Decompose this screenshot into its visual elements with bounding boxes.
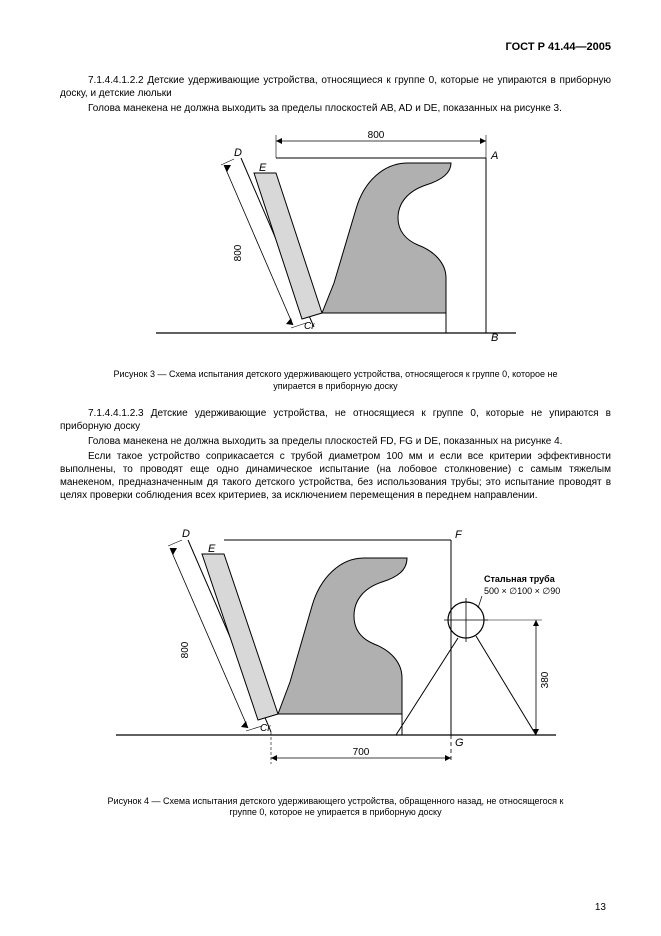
para-head-note-2: Голова манекена не должна выходить за пр… — [60, 435, 611, 448]
fig3-label-D: D — [234, 147, 242, 159]
fig3-label-B: B — [491, 332, 498, 344]
figure-4-caption: Рисунок 4 — Схема испытания детского уде… — [100, 796, 571, 819]
fig4-label-Cr: Cr — [260, 723, 271, 734]
figure-4: Стальная труба 500 × ∅100 × ∅90 800 700 … — [106, 510, 566, 790]
figure-3-wrap: 800 800 A B D E Cr — [60, 123, 611, 363]
para-head-note-1: Голова манекена не должна выходить за пр… — [60, 102, 611, 115]
doc-header: ГОСТ Р 41.44—2005 — [60, 40, 611, 54]
fig3-label-Cr: Cr — [304, 321, 315, 332]
fig4-dim-bottom: 700 — [352, 747, 369, 758]
para-7144122: 7.1.4.4.1.2.2 Детские удерживающие устро… — [60, 74, 611, 100]
fig4-label-D: D — [182, 528, 190, 540]
fig3-label-A: A — [490, 150, 498, 162]
fig4-dim-left: 800 — [180, 641, 191, 658]
figure-3-caption: Рисунок 3 — Схема испытания детского уде… — [100, 369, 571, 392]
fig3-label-E: E — [259, 162, 267, 174]
fig4-label-F: F — [455, 529, 463, 541]
fig4-tube-label-1: Стальная труба — [484, 574, 556, 584]
fig4-label-E: E — [208, 543, 216, 555]
fig4-tube-label-2: 500 × ∅100 × ∅90 — [484, 586, 560, 596]
figure-3: 800 800 A B D E Cr — [146, 123, 526, 363]
fig4-dim-right: 380 — [540, 671, 551, 688]
fig3-dim-top: 800 — [367, 130, 384, 141]
figure-4-wrap: Стальная труба 500 × ∅100 × ∅90 800 700 … — [60, 510, 611, 790]
fig3-dim-left: 800 — [233, 245, 244, 262]
page-number: 13 — [595, 901, 606, 914]
para-tube-note: Если такое устройство соприкасается с тр… — [60, 450, 611, 502]
para-7144123: 7.1.4.4.1.2.3 Детские удерживающие устро… — [60, 407, 611, 433]
fig4-label-G: G — [455, 737, 464, 749]
